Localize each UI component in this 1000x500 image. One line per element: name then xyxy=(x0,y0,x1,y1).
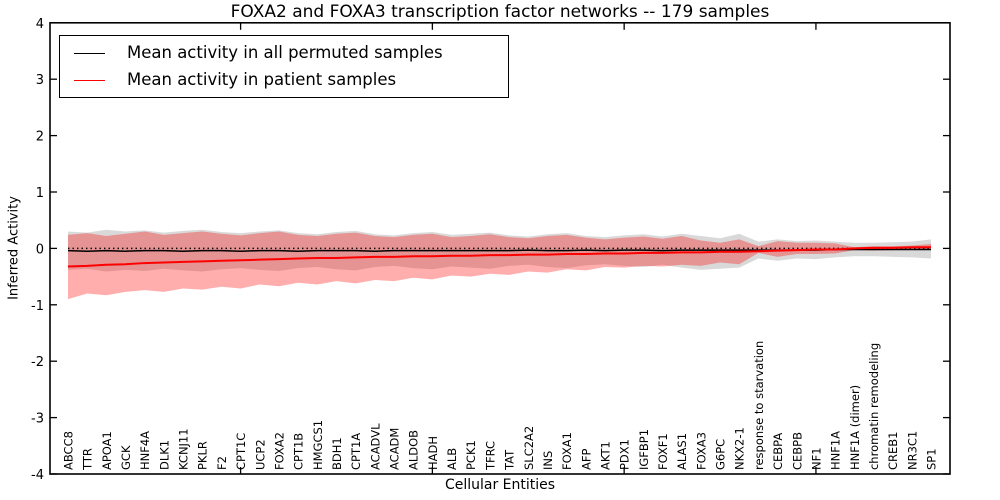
x-category-labels: ABCC8 TTR APOA1 GCK HNF4A DLK1 KCNJ11 PKLR F2 CPT… xyxy=(62,341,939,471)
y-tick-label: 2 xyxy=(36,130,44,145)
x-tick-label: CPT1C xyxy=(234,433,248,470)
x-tick-label: F2 xyxy=(215,456,229,470)
legend-label-patient: Mean activity in patient samples xyxy=(127,70,397,89)
legend-label-permuted: Mean activity in all permuted samples xyxy=(127,43,443,62)
x-tick-label: NR3C1 xyxy=(905,431,919,470)
x-tick-label: HNF1A xyxy=(829,431,843,470)
y-tick-label: 4 xyxy=(36,17,44,32)
x-tick-label: FOXA1 xyxy=(560,432,574,470)
x-tick-label: BDH1 xyxy=(330,437,344,470)
legend-entry-permuted: Mean activity in all permuted samples xyxy=(74,43,508,63)
x-tick-label: NF1 xyxy=(809,447,823,470)
legend-entry-patient: Mean activity in patient samples xyxy=(74,70,508,90)
x-tick-label: GCK xyxy=(119,445,133,470)
x-tick-label: HNF1A (dimer) xyxy=(848,385,862,470)
y-tick-label: -3 xyxy=(31,412,44,427)
x-tick-label: DLK1 xyxy=(157,440,171,470)
x-tick-label: KCNJ11 xyxy=(177,428,191,470)
x-tick-label: SP1 xyxy=(925,448,939,470)
x-tick-label: AFP xyxy=(579,449,593,470)
x-axis-label: Cellular Entities xyxy=(444,477,556,493)
x-tick-label: FOXA3 xyxy=(694,432,708,470)
x-tick-label: ACADVL xyxy=(368,423,382,470)
y-tick-label: 1 xyxy=(36,186,44,201)
x-tick-label: CEBPB xyxy=(790,432,804,470)
patient-line-sample xyxy=(74,79,105,81)
x-tick-label: chromatin remodeling xyxy=(867,343,881,470)
x-tick-label: PCK1 xyxy=(464,440,478,470)
x-tick-label: PDX1 xyxy=(618,439,632,470)
x-tick-label: TFRC xyxy=(483,441,497,471)
y-tick-label: 3 xyxy=(36,73,44,88)
x-tick-label: ALDOB xyxy=(407,430,421,470)
x-tick-label: CREB1 xyxy=(886,432,900,471)
y-tick-label: -1 xyxy=(31,299,44,314)
x-tick-label: TAT xyxy=(503,449,517,471)
x-tick-label: response to starvation xyxy=(752,341,766,470)
x-tick-label: NKX2-1 xyxy=(733,427,747,470)
x-tick-label: PKLR xyxy=(196,441,210,470)
x-tick-label: CPT1A xyxy=(349,433,363,470)
x-tick-label: HMGCS1 xyxy=(311,420,325,470)
patient-mean-line xyxy=(67,246,931,268)
x-tick-label: HADH xyxy=(426,436,440,470)
x-tick-label: ALB xyxy=(445,448,459,470)
y-tick-label: -2 xyxy=(31,355,44,370)
patient-samples-std-band xyxy=(68,231,931,300)
x-tick-label: FOXA2 xyxy=(272,432,286,470)
y-tick-label: -4 xyxy=(31,468,44,483)
y-axis-ticks: -4 -3 -2 -1 0 1 2 3 4 xyxy=(31,17,950,483)
x-tick-label: FOXF1 xyxy=(656,433,670,470)
x-tick-label: INS xyxy=(541,451,555,470)
x-tick-label: CEBPA xyxy=(771,433,785,470)
x-axis-ticks xyxy=(239,22,817,474)
x-tick-label: G6PC xyxy=(714,439,728,470)
legend: Mean activity in all permuted samples Me… xyxy=(59,35,509,98)
x-tick-label: ACADM xyxy=(388,428,402,470)
x-tick-label: HNF4A xyxy=(138,431,152,470)
x-tick-label: CPT1B xyxy=(292,433,306,470)
y-axis-label: Inferred Activity xyxy=(6,196,22,300)
x-tick-label: IGFBP1 xyxy=(637,429,651,470)
chart-title: FOXA2 and FOXA3 transcription factor net… xyxy=(230,2,770,22)
permuted-line-sample xyxy=(74,52,105,54)
x-tick-label: UCP2 xyxy=(253,439,267,470)
x-tick-label: ALAS1 xyxy=(675,433,689,470)
x-tick-label: ABCC8 xyxy=(62,431,76,470)
y-tick-label: 0 xyxy=(36,242,44,257)
x-tick-label: SLC2A2 xyxy=(522,426,536,470)
x-tick-label: APOA1 xyxy=(100,431,114,470)
x-tick-label: TTR xyxy=(81,448,95,471)
x-tick-label: AKT1 xyxy=(598,441,612,470)
